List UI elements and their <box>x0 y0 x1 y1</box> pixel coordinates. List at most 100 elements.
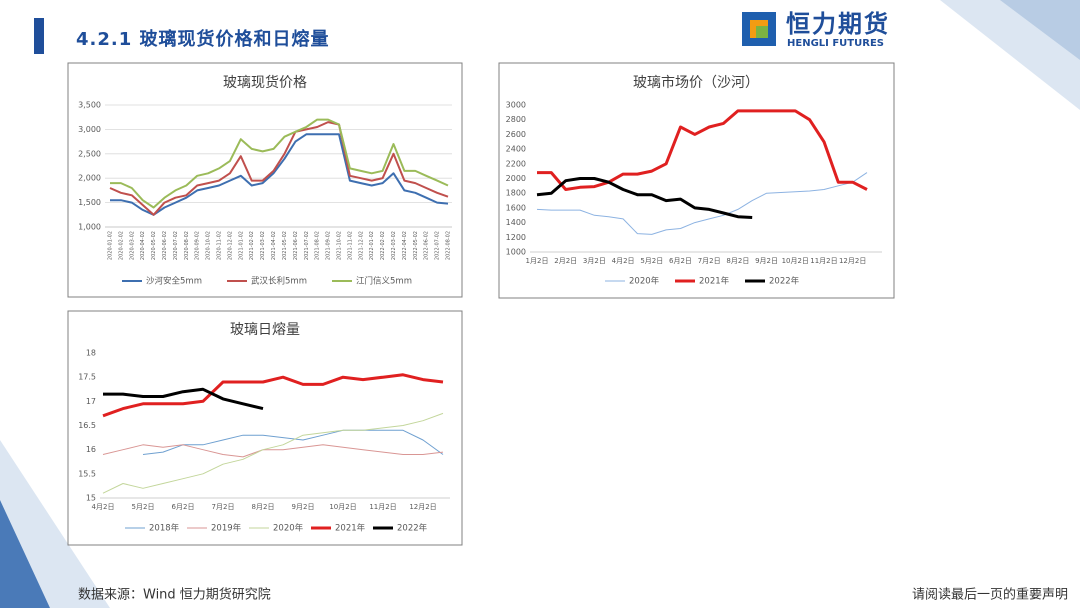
x-tick-label: 8月2日 <box>252 503 275 511</box>
x-tick-label: 6月2日 <box>669 257 692 265</box>
legend-label: 江门信义5mm <box>356 276 412 287</box>
x-tick-label: 4月2日 <box>612 257 635 265</box>
x-tick-label: 7月2日 <box>698 257 721 265</box>
x-tick-label: 2021-01-02 <box>238 231 244 260</box>
line-series <box>103 387 264 411</box>
y-tick-label: 3,500 <box>78 101 101 110</box>
x-tick-label: 2021-08-02 <box>315 231 321 260</box>
x-tick-label: 2021-11-02 <box>347 231 353 260</box>
line-series <box>142 429 444 455</box>
x-tick-label: 8月2日 <box>726 257 749 265</box>
y-tick-label: 3000 <box>506 101 526 110</box>
y-tick-label: 18 <box>86 349 96 358</box>
logo: 恒力期货 HENGLI FUTURES <box>742 10 890 49</box>
legend-label: 沙河安全5mm <box>146 276 202 287</box>
line-series <box>102 412 444 494</box>
line-series <box>102 373 444 418</box>
footer-source: 数据来源：Wind 恒力期货研究院 <box>78 587 271 603</box>
x-tick-label: 2021-09-02 <box>326 231 332 260</box>
x-tick-label: 2022-01-02 <box>369 231 375 260</box>
y-tick-label: 1,000 <box>78 223 101 232</box>
y-tick-label: 2600 <box>506 130 526 139</box>
y-tick-label: 2,500 <box>78 149 101 158</box>
y-tick-label: 2800 <box>506 115 526 124</box>
legend-label: 2020年 <box>629 276 660 287</box>
x-tick-label: 9月2日 <box>292 503 315 511</box>
x-tick-label: 2022-05-02 <box>413 231 419 260</box>
y-tick-label: 1200 <box>506 233 526 242</box>
line-series <box>102 444 444 458</box>
x-tick-label: 2022-06-02 <box>424 231 430 260</box>
y-tick-label: 1600 <box>506 203 526 212</box>
line-series <box>536 172 868 235</box>
legend-label: 2020年 <box>273 523 304 534</box>
header-title: 4.2.1 玻璃现货价格和日熔量 <box>76 28 330 50</box>
x-tick-label: 2020-04-02 <box>140 231 146 260</box>
x-tick-label: 2020-02-02 <box>118 231 124 260</box>
x-tick-label: 2022-03-02 <box>391 231 397 260</box>
y-tick-label: 2400 <box>506 145 526 154</box>
line-series <box>537 109 868 191</box>
x-tick-label: 3月2日 <box>583 257 606 265</box>
legend-label: 2022年 <box>397 523 428 534</box>
logo-text: 恒力期货 <box>786 10 890 38</box>
y-tick-label: 2000 <box>506 174 526 183</box>
x-tick-label: 2021-10-02 <box>336 231 342 260</box>
x-tick-label: 2020-12-02 <box>227 231 233 260</box>
y-tick-label: 1800 <box>506 189 526 198</box>
x-tick-label: 2020-10-02 <box>206 231 212 260</box>
x-tick-label: 2020-11-02 <box>217 231 223 260</box>
legend-label: 2021年 <box>699 276 730 287</box>
footer-notice: 请阅读最后一页的重要声明 <box>912 587 1068 603</box>
chart-frame <box>67 310 463 546</box>
x-tick-label: 7月2日 <box>212 503 235 511</box>
x-tick-label: 10月2日 <box>329 503 356 511</box>
x-tick-label: 1月2日 <box>526 257 549 265</box>
x-tick-label: 2020-09-02 <box>195 231 201 260</box>
x-tick-label: 2020-06-02 <box>162 231 168 260</box>
x-tick-label: 2021-04-02 <box>271 231 277 260</box>
x-tick-label: 2022-08-02 <box>446 231 452 260</box>
y-tick-label: 16 <box>86 445 96 454</box>
y-tick-label: 2,000 <box>78 174 101 183</box>
legend-label: 2021年 <box>335 523 366 534</box>
x-tick-label: 2022-02-02 <box>380 231 386 260</box>
corner-decoration <box>0 500 50 608</box>
x-tick-label: 11月2日 <box>810 257 837 265</box>
y-tick-label: 17.5 <box>78 373 96 382</box>
x-tick-label: 10月2日 <box>782 257 809 265</box>
x-tick-label: 2021-12-02 <box>358 231 364 260</box>
line-series <box>110 118 449 209</box>
x-tick-label: 2020-05-02 <box>151 231 157 260</box>
x-tick-label: 2020-07-02 <box>173 231 179 260</box>
legend-label: 2022年 <box>769 276 800 287</box>
chart-title: 玻璃市场价（沙河） <box>633 74 759 91</box>
line-series <box>109 121 449 216</box>
logo-subtext: HENGLI FUTURES <box>787 38 884 49</box>
x-tick-label: 11月2日 <box>369 503 396 511</box>
chart-title: 玻璃现货价格 <box>223 74 307 91</box>
x-tick-label: 5月2日 <box>640 257 663 265</box>
x-tick-label: 2022-04-02 <box>402 231 408 260</box>
x-tick-label: 2020-01-02 <box>108 231 114 260</box>
legend-label: 武汉长利5mm <box>251 276 307 287</box>
header-bar <box>34 18 44 54</box>
y-tick-label: 1,500 <box>78 198 101 207</box>
x-tick-label: 4月2日 <box>92 503 115 511</box>
y-tick-label: 17 <box>86 397 96 406</box>
line-series <box>536 177 753 219</box>
line-series <box>110 133 449 216</box>
y-tick-label: 15.5 <box>78 469 96 478</box>
legend-label: 2019年 <box>211 523 242 534</box>
y-tick-label: 1400 <box>506 218 526 227</box>
x-tick-label: 2020-08-02 <box>184 231 190 260</box>
y-tick-label: 15 <box>86 494 96 503</box>
x-tick-label: 2021-02-02 <box>249 231 255 260</box>
x-tick-label: 2022-07-02 <box>435 231 441 260</box>
x-tick-label: 2020-03-02 <box>129 231 135 260</box>
x-tick-label: 12月2日 <box>839 257 866 265</box>
x-tick-label: 2021-06-02 <box>293 231 299 260</box>
logo-icon <box>756 26 768 38</box>
x-tick-label: 6月2日 <box>172 503 195 511</box>
